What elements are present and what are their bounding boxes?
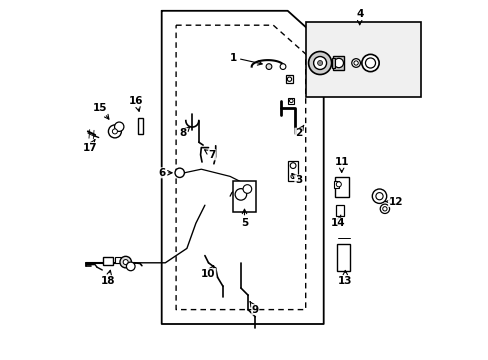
- Bar: [287, 161, 298, 181]
- Circle shape: [382, 207, 386, 211]
- Circle shape: [289, 163, 295, 168]
- Circle shape: [235, 189, 246, 200]
- Circle shape: [317, 60, 322, 66]
- Text: 2: 2: [294, 125, 303, 138]
- Circle shape: [123, 260, 128, 265]
- Text: 1: 1: [230, 53, 262, 65]
- Bar: [102, 257, 113, 265]
- Circle shape: [112, 129, 117, 134]
- Circle shape: [108, 125, 121, 138]
- Text: 4: 4: [355, 9, 363, 25]
- Circle shape: [290, 174, 295, 179]
- Bar: [334, 177, 348, 197]
- Bar: [115, 257, 121, 263]
- Circle shape: [336, 182, 341, 187]
- Circle shape: [280, 64, 285, 69]
- Text: 6: 6: [158, 168, 172, 178]
- Circle shape: [375, 193, 382, 200]
- Circle shape: [313, 57, 326, 69]
- Bar: [232, 181, 256, 211]
- Circle shape: [265, 64, 271, 69]
- Bar: [331, 58, 335, 68]
- Circle shape: [333, 58, 343, 68]
- Text: 13: 13: [337, 270, 352, 286]
- Circle shape: [308, 51, 331, 75]
- Circle shape: [287, 77, 291, 81]
- Text: 3: 3: [291, 174, 302, 185]
- Text: 5: 5: [241, 209, 247, 228]
- Circle shape: [371, 189, 386, 203]
- Bar: [333, 181, 338, 188]
- Text: 16: 16: [129, 96, 143, 111]
- Bar: [333, 56, 344, 70]
- Circle shape: [289, 99, 292, 103]
- Text: 12: 12: [385, 197, 402, 207]
- Text: 11: 11: [334, 157, 348, 172]
- Circle shape: [353, 61, 358, 65]
- Bar: [336, 244, 349, 271]
- Circle shape: [120, 256, 131, 268]
- Circle shape: [175, 168, 184, 177]
- Text: 8: 8: [179, 127, 189, 138]
- Text: 15: 15: [93, 103, 109, 119]
- Bar: [305, 22, 420, 97]
- Text: 17: 17: [82, 140, 97, 153]
- Text: 10: 10: [201, 266, 215, 279]
- Circle shape: [243, 185, 251, 193]
- Circle shape: [361, 54, 378, 72]
- Circle shape: [351, 59, 360, 67]
- Bar: [288, 98, 294, 104]
- Circle shape: [380, 204, 389, 213]
- Circle shape: [365, 58, 375, 68]
- Text: 9: 9: [249, 302, 258, 315]
- Text: 7: 7: [204, 150, 215, 160]
- Text: 18: 18: [100, 270, 115, 286]
- Bar: [285, 75, 292, 83]
- Circle shape: [126, 262, 135, 271]
- Bar: [138, 118, 143, 134]
- Bar: [335, 205, 343, 216]
- Circle shape: [114, 122, 123, 131]
- Text: 14: 14: [330, 215, 345, 228]
